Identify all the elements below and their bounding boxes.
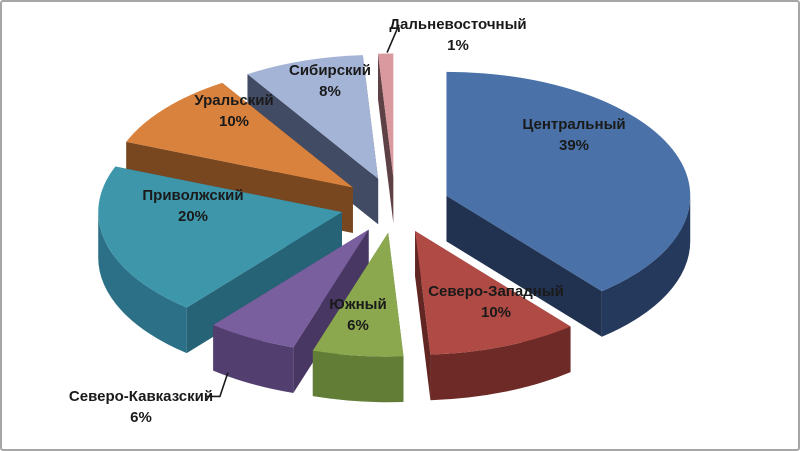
slice-rim-centralny bbox=[601, 195, 691, 337]
slice-wall-dalnevostochny-start bbox=[378, 53, 394, 224]
slice-wall-severo-zapadny-end bbox=[415, 231, 431, 401]
slice-top-dalnevostochny bbox=[378, 53, 394, 178]
slice-top-uralsky bbox=[126, 82, 353, 188]
pie-slice-centralny bbox=[446, 71, 691, 337]
slice-wall-centralny-end bbox=[446, 195, 602, 337]
slice-top-centralny bbox=[446, 71, 691, 292]
slice-rim-severo-zapadny bbox=[430, 326, 571, 401]
slice-rim-privolzhsky bbox=[98, 212, 187, 354]
slice-top-severo-zapadny bbox=[415, 231, 571, 355]
pie-slice-severo-zapadny bbox=[415, 231, 571, 401]
pie-slice-severo-kavkazsky bbox=[213, 229, 369, 394]
slice-top-severo-kavkazsky bbox=[213, 229, 369, 348]
slice-rim-severo-kavkazsky bbox=[213, 325, 294, 394]
slice-top-privolzhsky bbox=[98, 166, 342, 308]
slice-top-yuzhny bbox=[312, 232, 404, 357]
leader-line-severo-kavkazsky bbox=[204, 372, 229, 398]
slice-rim-yuzhny bbox=[312, 350, 404, 403]
pie-slice-dalnevostochny bbox=[378, 53, 394, 224]
pie-slice-yuzhny bbox=[312, 232, 404, 403]
slice-top-sibirsky bbox=[247, 55, 379, 179]
leader-line-dalnevostochny bbox=[386, 24, 400, 53]
